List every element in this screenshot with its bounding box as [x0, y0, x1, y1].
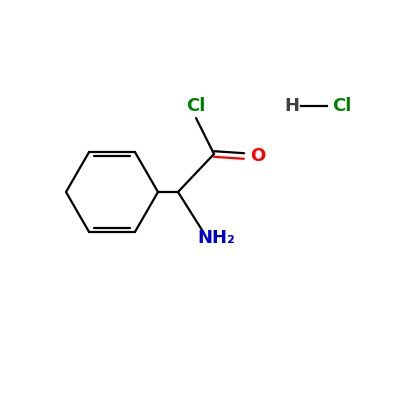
Text: H: H: [284, 97, 300, 115]
Text: Cl: Cl: [186, 97, 206, 115]
Text: O: O: [250, 147, 266, 165]
Text: Cl: Cl: [332, 97, 352, 115]
Text: NH₂: NH₂: [197, 229, 235, 247]
